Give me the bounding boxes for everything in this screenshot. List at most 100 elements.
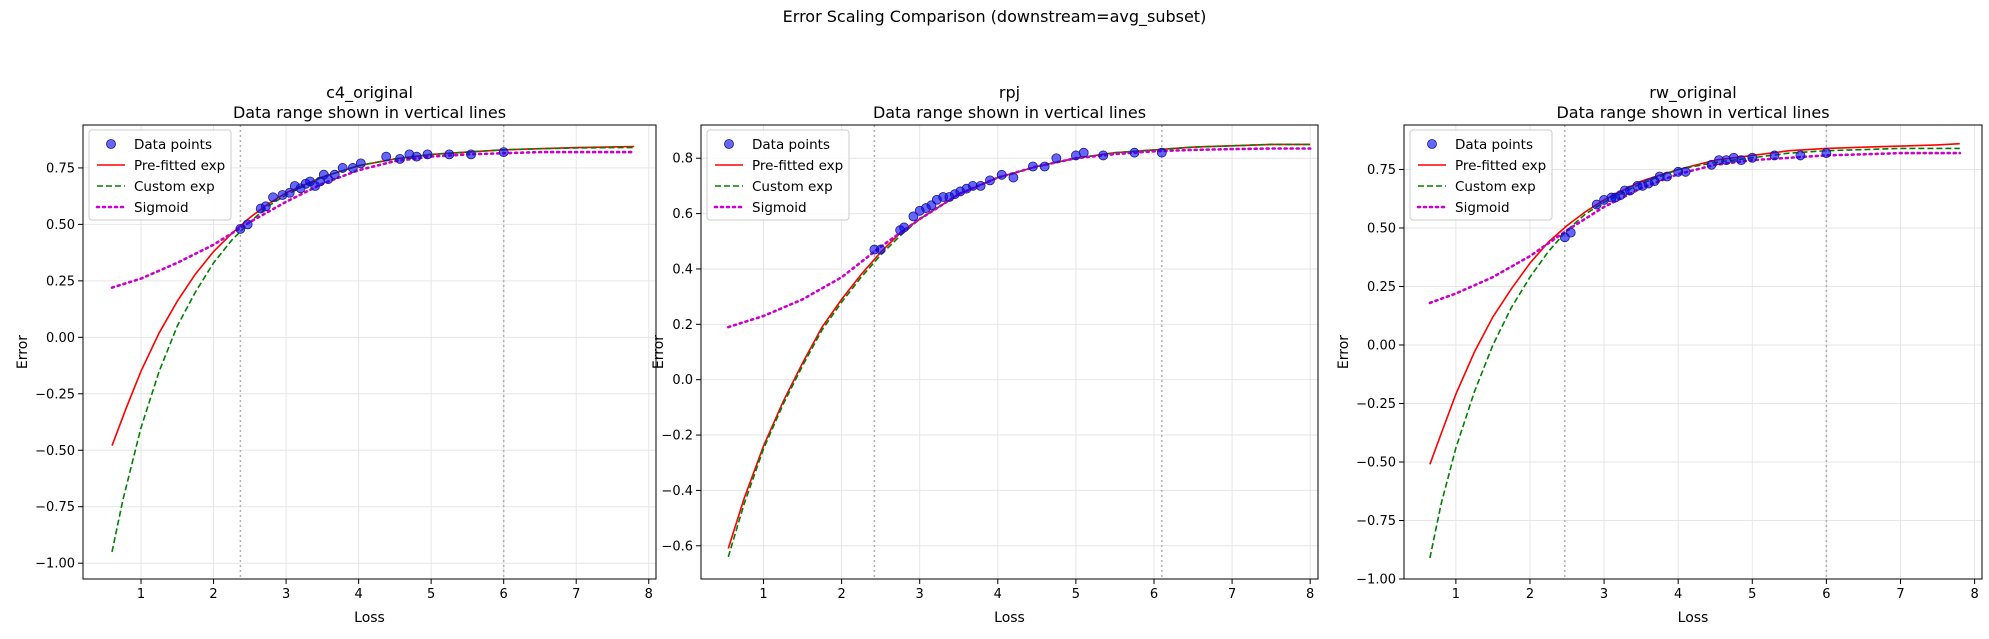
data-point bbox=[411, 151, 422, 162]
data-point bbox=[985, 175, 995, 186]
x-tick-label: 5 bbox=[1072, 587, 1080, 602]
chart-panel-1: 1 2 3 4 5 6 7 8 −1.00 −0.75 −0.50 −0.25 0.00 0.25 0.50… bbox=[15, 83, 657, 626]
x-tick-label: 1 bbox=[137, 587, 145, 602]
x-tick-label: 7 bbox=[572, 587, 580, 602]
y-axis-label: Error bbox=[15, 335, 31, 369]
y-axis-label: Error bbox=[651, 335, 667, 369]
data-point bbox=[1591, 199, 1602, 210]
legend: Data points Pre-fitted exp Custom exp Sigmo… bbox=[1409, 129, 1553, 221]
x-tick-label: 2 bbox=[1526, 587, 1534, 602]
data-point bbox=[498, 147, 509, 158]
legend-label: Pre-fitted exp bbox=[1455, 158, 1546, 174]
y-tick-label: 0.00 bbox=[46, 331, 75, 346]
data-point bbox=[466, 149, 476, 160]
data-point bbox=[908, 211, 919, 222]
x-tick-label: 2 bbox=[837, 587, 845, 602]
y-tick-label: −0.6 bbox=[661, 539, 693, 554]
data-point bbox=[1565, 227, 1576, 238]
data-point bbox=[1747, 152, 1758, 163]
legend-box bbox=[706, 129, 850, 221]
legend-label: Custom exp bbox=[134, 179, 215, 195]
chart-panel-2: 1 2 3 4 5 6 7 8 −0.6 −0.4 −0.2 0.0 0.2 0.4 0.6 0.8 Loss E… bbox=[651, 83, 1319, 626]
y-tick-label: 0.0 bbox=[672, 373, 693, 388]
x-tick-label: 2 bbox=[209, 587, 217, 602]
chart-subtitle: Data range shown in vertical lines bbox=[873, 103, 1146, 122]
data-point bbox=[1736, 155, 1747, 166]
series-line-sigmoid bbox=[726, 147, 1312, 329]
x-axis-label: Loss bbox=[1678, 610, 1709, 626]
y-tick-label: 0.2 bbox=[672, 318, 693, 333]
axes-frame bbox=[1403, 124, 1983, 580]
data-point bbox=[1662, 171, 1672, 182]
data-point bbox=[1795, 150, 1806, 161]
data-point bbox=[1098, 150, 1109, 161]
x-tick-label: 5 bbox=[1748, 587, 1756, 602]
y-tick-label: −0.25 bbox=[1356, 397, 1396, 412]
x-tick-label: 4 bbox=[994, 587, 1002, 602]
y-tick-label: −0.25 bbox=[35, 387, 75, 402]
data-point bbox=[875, 244, 886, 255]
y-tick-label: −1.00 bbox=[35, 557, 75, 572]
x-tick-label: 1 bbox=[759, 587, 767, 602]
y-tick-label: −0.75 bbox=[35, 500, 75, 515]
x-tick-label: 4 bbox=[1674, 587, 1682, 602]
legend-label: Custom exp bbox=[1455, 179, 1536, 195]
data-point bbox=[1028, 161, 1038, 172]
data-point bbox=[1706, 159, 1717, 170]
chart-panel-3: 1 2 3 4 5 6 7 8 −1.00 −0.75 −0.50 −0.25 0.00 0.25 0.50… bbox=[1336, 83, 1983, 626]
x-tick-label: 7 bbox=[1896, 587, 1904, 602]
legend-marker-data-points bbox=[1427, 139, 1437, 149]
axes-frame bbox=[82, 124, 657, 580]
legend-label: Data points bbox=[1455, 137, 1533, 153]
legend-label: Custom exp bbox=[752, 179, 833, 195]
y-axis-label: Error bbox=[1336, 335, 1352, 369]
data-point bbox=[395, 153, 405, 164]
data-point bbox=[337, 163, 348, 173]
legend-marker-data-points bbox=[106, 139, 116, 149]
y-tick-label: 0.75 bbox=[1367, 163, 1396, 178]
y-tick-label: 0.50 bbox=[1367, 221, 1396, 236]
data-point bbox=[347, 163, 358, 173]
series-line-sigmoid bbox=[1428, 151, 1962, 305]
y-tick-label: −0.50 bbox=[1356, 455, 1396, 470]
series-line-custom-exp bbox=[727, 143, 1311, 558]
data-point bbox=[355, 158, 366, 169]
y-tick-label: −0.2 bbox=[661, 429, 693, 444]
y-tick-label: 0.4 bbox=[672, 262, 693, 277]
y-tick-label: 0.00 bbox=[1367, 338, 1396, 353]
x-tick-label: 6 bbox=[1822, 587, 1830, 602]
x-tick-label: 6 bbox=[1150, 587, 1158, 602]
data-point bbox=[260, 201, 271, 212]
data-point bbox=[1078, 147, 1089, 158]
x-tick-label: 3 bbox=[1600, 587, 1608, 602]
data-point bbox=[1039, 161, 1050, 172]
data-point bbox=[329, 169, 340, 180]
x-axis-label: Loss bbox=[994, 610, 1025, 626]
x-tick-label: 8 bbox=[1970, 587, 1978, 602]
data-point bbox=[242, 219, 253, 230]
y-tick-label: 0.50 bbox=[46, 218, 75, 233]
data-point bbox=[268, 192, 278, 203]
y-tick-label: 0.6 bbox=[672, 207, 693, 222]
x-tick-label: 8 bbox=[645, 587, 653, 602]
x-tick-label: 6 bbox=[500, 587, 508, 602]
legend-box bbox=[1409, 129, 1553, 221]
data-point bbox=[1769, 150, 1780, 161]
chart-title: rw_original bbox=[1649, 83, 1736, 103]
y-tick-label: 0.8 bbox=[672, 152, 693, 167]
x-axis-label: Loss bbox=[354, 610, 385, 626]
y-tick-label: 0.75 bbox=[46, 161, 75, 176]
legend-label: Data points bbox=[134, 137, 212, 153]
y-tick-label: −1.00 bbox=[1356, 573, 1396, 588]
x-tick-label: 7 bbox=[1228, 587, 1236, 602]
x-tick-label: 4 bbox=[354, 587, 362, 602]
data-point bbox=[1156, 147, 1167, 158]
legend-label: Pre-fitted exp bbox=[134, 158, 225, 174]
data-point bbox=[1821, 148, 1832, 158]
legend: Data points Pre-fitted exp Custom exp Sigmo… bbox=[706, 129, 850, 221]
data-point bbox=[975, 181, 986, 191]
legend-box bbox=[88, 129, 232, 221]
chart-title: rpj bbox=[999, 83, 1020, 102]
